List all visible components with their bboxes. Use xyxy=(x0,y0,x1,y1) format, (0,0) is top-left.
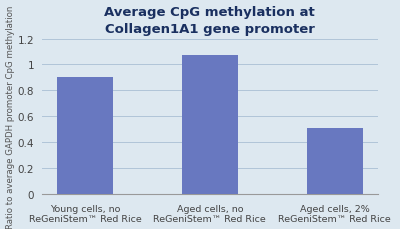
Bar xyxy=(57,78,113,194)
Bar xyxy=(182,56,238,194)
Y-axis label: Ratio to average GAPDH promoter CpG methylation: Ratio to average GAPDH promoter CpG meth… xyxy=(6,5,14,228)
Bar xyxy=(306,128,363,194)
Title: Average CpG methylation at
Collagen1A1 gene promoter: Average CpG methylation at Collagen1A1 g… xyxy=(104,5,315,35)
